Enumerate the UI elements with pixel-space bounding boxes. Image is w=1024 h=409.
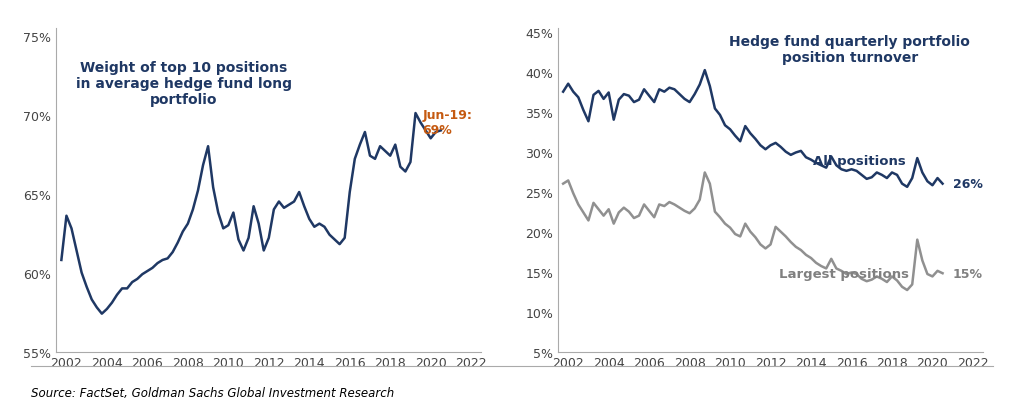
Text: Largest positions: Largest positions <box>779 267 909 281</box>
Text: All positions: All positions <box>813 154 906 167</box>
Text: Hedge fund quarterly portfolio
position turnover: Hedge fund quarterly portfolio position … <box>729 35 971 65</box>
Text: Jun-19:
69%: Jun-19: 69% <box>423 109 472 137</box>
Text: Source: FactSet, Goldman Sachs Global Investment Research: Source: FactSet, Goldman Sachs Global In… <box>31 386 394 399</box>
Text: Weight of top 10 positions
in average hedge fund long
portfolio: Weight of top 10 positions in average he… <box>76 61 292 107</box>
Text: 26%: 26% <box>952 178 983 191</box>
Text: 15%: 15% <box>952 267 983 280</box>
